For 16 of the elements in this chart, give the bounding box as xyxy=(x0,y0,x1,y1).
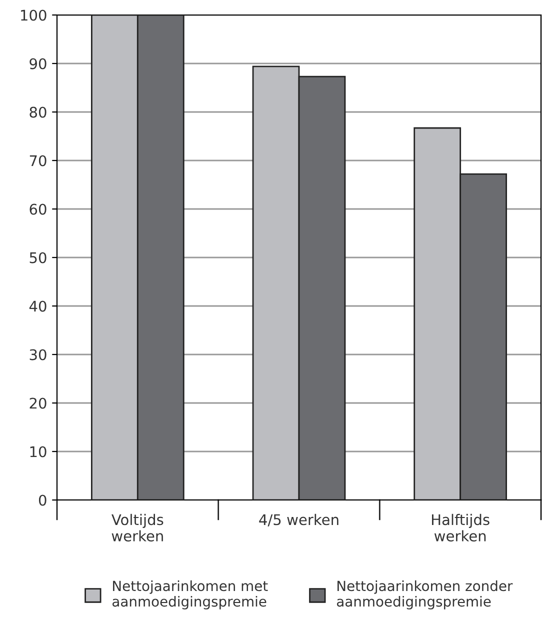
x-tick-label: Voltijds werken xyxy=(112,514,164,542)
y-tick-label: 60 xyxy=(30,204,46,215)
y-tick-label: 0 xyxy=(38,494,46,506)
legend-label: Nettojaarinkomen met aanmoedigingspremie xyxy=(112,580,268,610)
y-tick-label: 20 xyxy=(30,398,46,409)
y-tick-label: 90 xyxy=(30,58,46,70)
y-tick-label: 80 xyxy=(30,106,46,118)
y-tick-label: 10 xyxy=(30,446,46,458)
legend-label: Nettojaarinkomen zonder aanmoedigingspremie xyxy=(336,580,513,610)
x-tick-label: Halftijds werken xyxy=(432,514,490,542)
y-tick-label: 70 xyxy=(30,155,46,166)
y-tick-label: 50 xyxy=(30,252,46,264)
y-tick-label: 40 xyxy=(29,300,46,312)
y-tick-label: 30 xyxy=(30,349,46,360)
x-tick-label: 4/5 werken xyxy=(259,514,338,526)
y-tick-label: 100 xyxy=(21,10,46,21)
